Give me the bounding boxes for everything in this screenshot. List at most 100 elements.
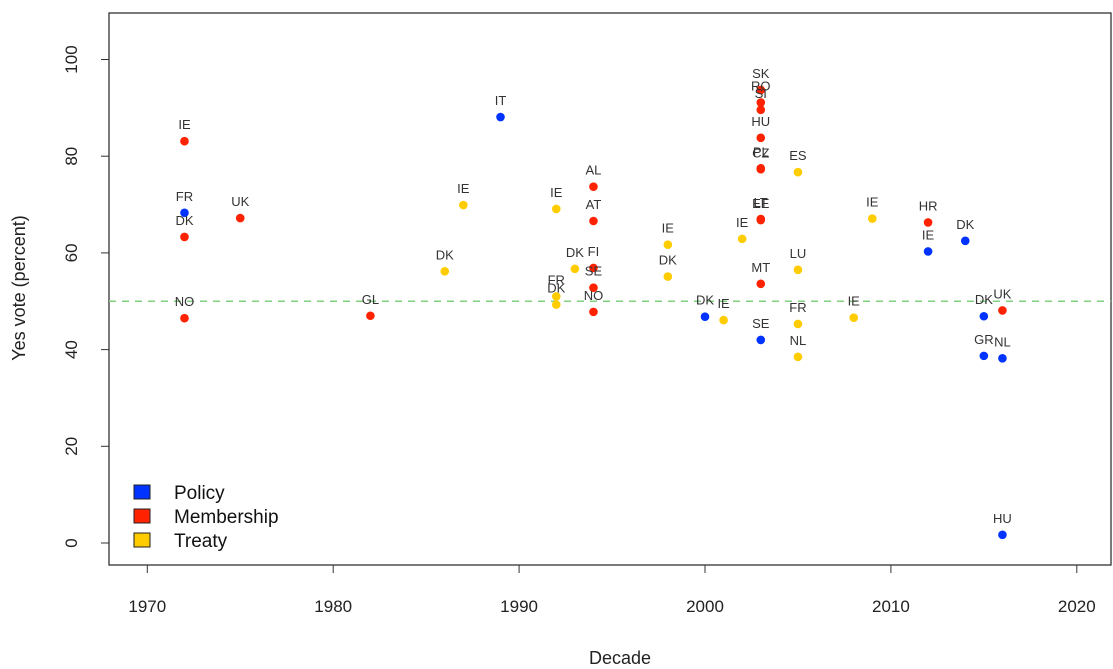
point-policy-dk [979, 311, 989, 321]
point-membership-no [180, 313, 189, 323]
point-label: HU [751, 114, 770, 129]
legend-swatch-treaty [133, 532, 151, 548]
x-tick-label: 2020 [1058, 597, 1096, 616]
axes: 1970 1980 1990 2000 2010 2020 0 20 40 60 80 100 [62, 45, 1096, 616]
point-treaty-ie [663, 240, 673, 249]
point-label: DK [175, 213, 193, 228]
data-points [180, 85, 1007, 540]
point-membership-se [589, 283, 598, 293]
point-label: LT [754, 195, 768, 210]
point-treaty-ie [551, 204, 561, 214]
point-membership-sk [756, 85, 766, 95]
legend-label-treaty: Treaty [174, 531, 228, 552]
point-label: IE [736, 215, 749, 230]
point-policy-it [496, 112, 505, 122]
y-tick-label: 40 [62, 340, 81, 359]
point-treaty-ie [849, 313, 859, 322]
point-label: DK [975, 292, 993, 307]
point-policy-dk [700, 312, 710, 322]
legend-swatch-policy [133, 484, 151, 500]
point-label: DK [436, 247, 454, 262]
point-membership-ro [756, 98, 766, 107]
point-label: GL [362, 292, 379, 307]
point-membership-gl [366, 311, 375, 321]
point-label: SE [752, 316, 770, 331]
point-treaty-ie [719, 315, 728, 325]
point-label: HR [919, 198, 938, 213]
point-label: IE [866, 195, 879, 210]
point-label: LU [790, 246, 807, 261]
point-label: EE [752, 196, 770, 211]
point-label: FR [176, 189, 193, 204]
point-label: IE [662, 221, 675, 236]
point-policy-gr [979, 351, 989, 361]
point-label: FI [588, 244, 600, 259]
point-label: MT [751, 260, 770, 275]
point-membership-no [589, 307, 598, 317]
point-label: DK [659, 253, 677, 268]
point-policy-hu [998, 530, 1007, 540]
point-membership-al [589, 182, 598, 191]
point-label: ES [789, 148, 807, 163]
point-label: FR [548, 272, 565, 287]
x-tick-label: 2000 [686, 597, 724, 616]
y-axis-title: Yes vote (percent) [9, 215, 29, 360]
point-label: DK [566, 245, 584, 260]
legend-swatch-membership [133, 508, 151, 524]
x-tick-label: 1980 [314, 597, 352, 616]
point-label: PL [753, 144, 769, 159]
point-membership-fi [589, 263, 598, 273]
point-membership-uk [998, 306, 1007, 315]
point-treaty-dk [570, 264, 580, 274]
point-label: UK [231, 194, 249, 209]
point-label: DK [547, 281, 565, 296]
point-label: SE [585, 264, 603, 279]
point-label: FR [789, 300, 806, 315]
point-policy-dk [960, 236, 970, 246]
point-label: UK [993, 286, 1011, 301]
point-treaty-dk [551, 300, 561, 309]
point-label: AL [586, 163, 602, 178]
point-label: NO [175, 294, 195, 309]
point-label: SK [752, 66, 770, 81]
point-label: NL [790, 333, 807, 348]
point-treaty-dk [440, 266, 450, 276]
point-label: AT [586, 197, 602, 212]
point-treaty-lu [793, 265, 803, 275]
point-label: IE [848, 294, 861, 309]
point-treaty-fr [793, 319, 803, 329]
point-policy-fr [180, 208, 189, 218]
point-treaty-ie [868, 214, 877, 223]
point-membership-mt [756, 279, 766, 289]
x-tick-label: 1970 [128, 597, 166, 616]
point-label: RO [751, 79, 771, 94]
point-policy-ie [923, 247, 933, 256]
point-label: HU [993, 511, 1012, 526]
x-axis-title: Decade [589, 648, 651, 668]
point-membership-uk [235, 213, 245, 223]
point-treaty-nl [793, 352, 803, 362]
point-label: IT [495, 93, 507, 108]
point-policy-nl [998, 354, 1007, 363]
y-tick-label: 60 [62, 243, 81, 262]
point-label: GR [974, 332, 994, 347]
point-treaty-dk [663, 272, 673, 281]
y-tick-label: 20 [62, 437, 81, 456]
legend-label-membership: Membership [174, 507, 279, 528]
point-label: SI [755, 86, 767, 101]
point-label: IE [178, 117, 191, 132]
point-label: IE [922, 227, 935, 242]
point-label: IE [457, 181, 470, 196]
point-membership-dk [180, 232, 189, 242]
point-label: IE [717, 296, 730, 311]
point-label: NO [584, 288, 604, 303]
y-tick-label: 100 [62, 45, 81, 73]
y-tick-label: 0 [62, 538, 81, 547]
point-label: IE [550, 185, 563, 200]
point-membership-hr [923, 218, 933, 227]
point-membership-si [756, 105, 766, 115]
point-membership-hu [756, 133, 766, 143]
legend-label-policy: Policy [174, 483, 225, 504]
